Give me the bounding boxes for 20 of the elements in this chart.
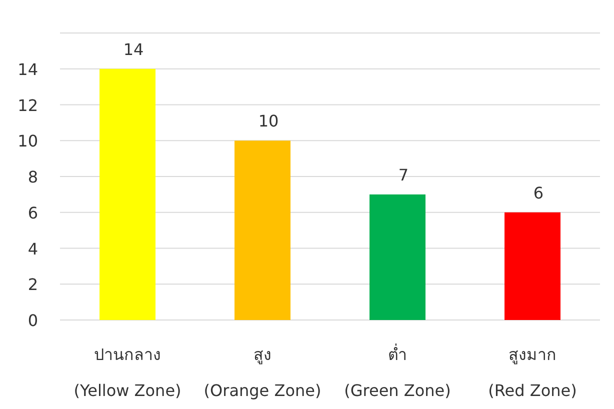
y-tick-label: 2 (28, 275, 38, 294)
y-tick-label: 4 (28, 239, 38, 258)
x-tick-label: สูง (Orange Zone) (204, 345, 322, 400)
y-tick-label: 12 (18, 96, 38, 115)
data-label: 14 (123, 40, 144, 59)
y-tick-label: 10 (18, 132, 38, 151)
data-label: 10 (258, 112, 279, 131)
x-tick-label: สูงมาก (Red Zone) (488, 345, 577, 400)
data-label: 7 (398, 165, 409, 184)
y-tick-label: 8 (28, 168, 38, 186)
y-tick-label: 14 (18, 60, 38, 79)
x-tick-label: ปานกลาง (Yellow Zone) (74, 345, 182, 400)
y-tick-label: 0 (28, 311, 38, 330)
bar (100, 68, 156, 320)
x-tick-label: ต่ำ (Green Zone) (344, 343, 451, 400)
bar (234, 140, 290, 320)
bar (504, 212, 560, 320)
bar (370, 194, 426, 320)
y-tick-label: 6 (28, 203, 38, 222)
data-label: 6 (533, 183, 544, 202)
